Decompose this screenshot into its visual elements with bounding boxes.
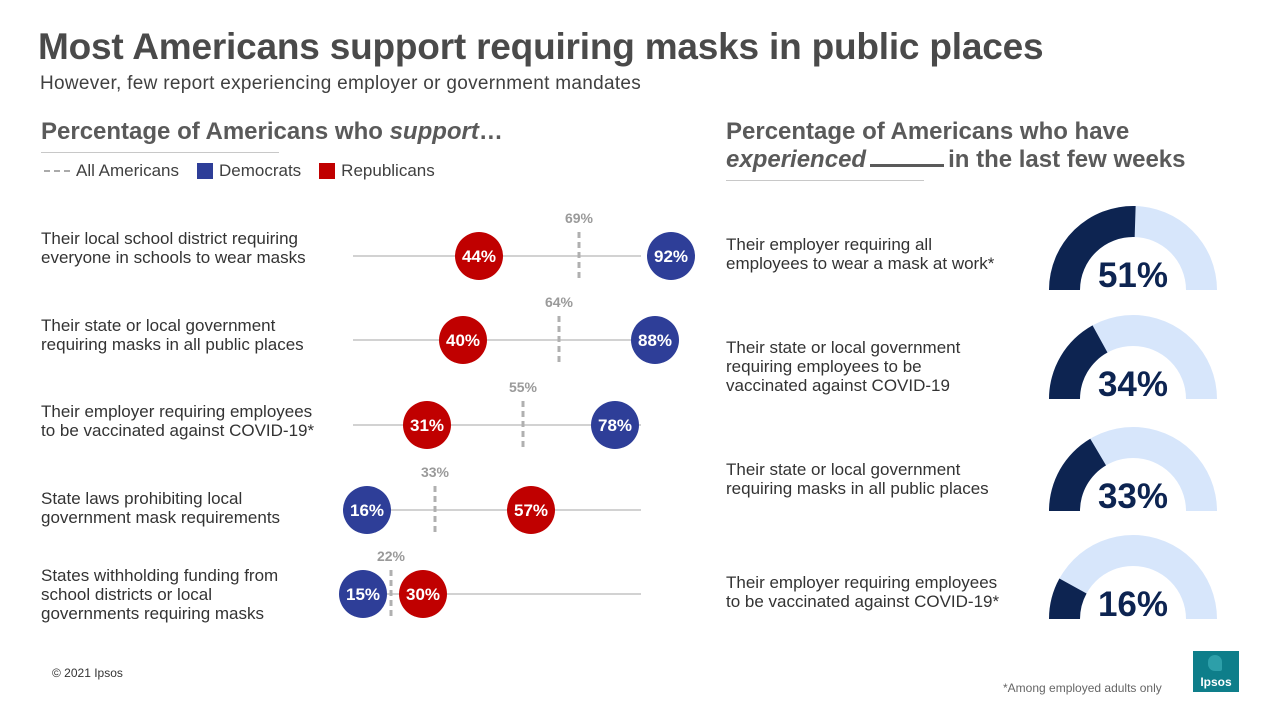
gauge-value-arc [1049,325,1108,399]
support-row-label-line: State laws prohibiting local [41,489,243,508]
experienced-row-label-line: vaccinated against COVID-19 [726,376,950,395]
democrats-value-label: 15% [346,585,380,604]
support-row-label-line: everyone in schools to wear masks [41,248,306,267]
left-heading-rule [41,152,279,153]
legend-republicans-swatch [319,163,336,179]
all-americans-value-label: 64% [545,294,574,310]
experienced-row-label-line: requiring employees to be [726,357,922,376]
right-heading-line2: experienced in the last few weeks [726,146,1186,174]
gauge-value-label: 51% [1098,256,1168,295]
gauge-value-label: 33% [1098,477,1168,516]
right-chart-heading: Percentage of Americans who have experie… [726,118,1186,174]
democrats-value-label: 88% [638,331,672,350]
republicans-dot [403,401,451,449]
left-heading-prefix: Percentage of Americans who [41,118,390,145]
support-row-label: Their employer requiring employees to be … [41,402,314,440]
support-row-label-line: government mask requirements [41,508,281,527]
republicans-dot [439,316,487,364]
support-row-label-line: requiring masks in all public places [41,335,304,354]
democrats-dot [339,570,387,618]
experienced-row-label: Their employer requiring all employees to… [726,235,994,273]
republicans-dot [507,486,555,534]
left-chart-heading: Percentage of Americans who support… [41,118,503,146]
republicans-dot [399,570,447,618]
support-row-label-line: Their employer requiring employees [41,402,313,421]
support-row-label-line: to be vaccinated against COVID-19* [41,421,315,440]
page-title: Most Americans support requiring masks i… [38,26,1044,67]
all-americans-value-label: 69% [565,210,594,226]
right-heading-emph: experienced [726,146,867,173]
support-row-label-line: school districts or local [41,585,213,604]
democrats-value-label: 78% [598,416,632,435]
page-subtitle: However, few report experiencing employe… [40,73,642,94]
republicans-value-label: 40% [446,331,480,350]
gauge-background-arc [1049,535,1217,619]
democrats-dot [343,486,391,534]
experienced-row-label-line: Their state or local government [726,460,961,479]
support-row-label-line: governments requiring masks [41,604,264,623]
left-heading-emph: support [389,118,479,145]
all-americans-value-label: 22% [377,548,406,564]
republicans-value-label: 44% [462,247,496,266]
experienced-row-label: Their state or local government requiring… [726,460,989,498]
right-heading-line1: Percentage of Americans who have [726,118,1130,145]
all-americans-value-label: 33% [421,464,450,480]
democrats-value-label: 92% [654,247,688,266]
legend-democrats-label: Democrats [218,161,302,180]
democrats-value-label: 16% [350,501,384,520]
ipsos-logo: Ipsos [1193,651,1239,692]
gauge-value-arc [1049,206,1136,290]
experienced-row-label-line: Their employer requiring employees [726,573,998,592]
left-heading-suffix: … [478,118,503,145]
democrats-dot [591,401,639,449]
gauge-value-label: 34% [1098,365,1168,404]
experienced-row-label: Their state or local government requiring… [726,338,960,395]
right-heading-suffix: in the last few weeks [948,146,1186,173]
support-row-label: Their local school district requiring eve… [41,229,306,267]
support-row-label-line: Their state or local government [41,316,276,335]
republicans-value-label: 57% [514,501,548,520]
experienced-row-label-line: Their state or local government [726,338,961,357]
support-row-label: States withholding funding from school di… [41,566,278,623]
blank-underline [870,146,945,167]
gauge-value-arc [1049,578,1087,619]
copyright: © 2021 Ipsos [52,666,123,680]
experienced-row-label: Their employer requiring employees to be … [726,573,999,611]
experienced-row-label-line: requiring masks in all public places [726,479,989,498]
footnote: *Among employed adults only [1003,681,1162,695]
chart-legend: All Americans Democrats Republicans [44,161,435,181]
right-heading-rule [726,180,924,181]
gauge-value-arc [1049,438,1107,511]
support-row-label: State laws prohibiting local government m… [41,489,280,527]
support-row-label: Their state or local government requiring… [41,316,304,354]
support-row-label-line: States withholding funding from [41,566,279,585]
legend-republicans-label: Republicans [341,161,435,180]
republicans-value-label: 31% [410,416,444,435]
republicans-dot [455,232,503,280]
legend-all-americans-swatch [44,170,70,172]
experienced-row-label-line: employees to wear a mask at work* [726,254,995,273]
republicans-value-label: 30% [406,585,440,604]
legend-all-americans-label: All Americans [76,161,179,180]
logo-text: Ipsos [1200,675,1232,689]
democrats-dot [631,316,679,364]
experienced-row-label-line: to be vaccinated against COVID-19* [726,592,1000,611]
democrats-dot [647,232,695,280]
gauge-value-label: 16% [1098,585,1168,624]
legend-democrats-swatch [196,163,213,179]
logo-mark-icon [1208,655,1222,671]
support-row-label-line: Their local school district requiring [41,229,298,248]
experienced-row-label-line: Their employer requiring all [726,235,932,254]
all-americans-value-label: 55% [509,379,538,395]
